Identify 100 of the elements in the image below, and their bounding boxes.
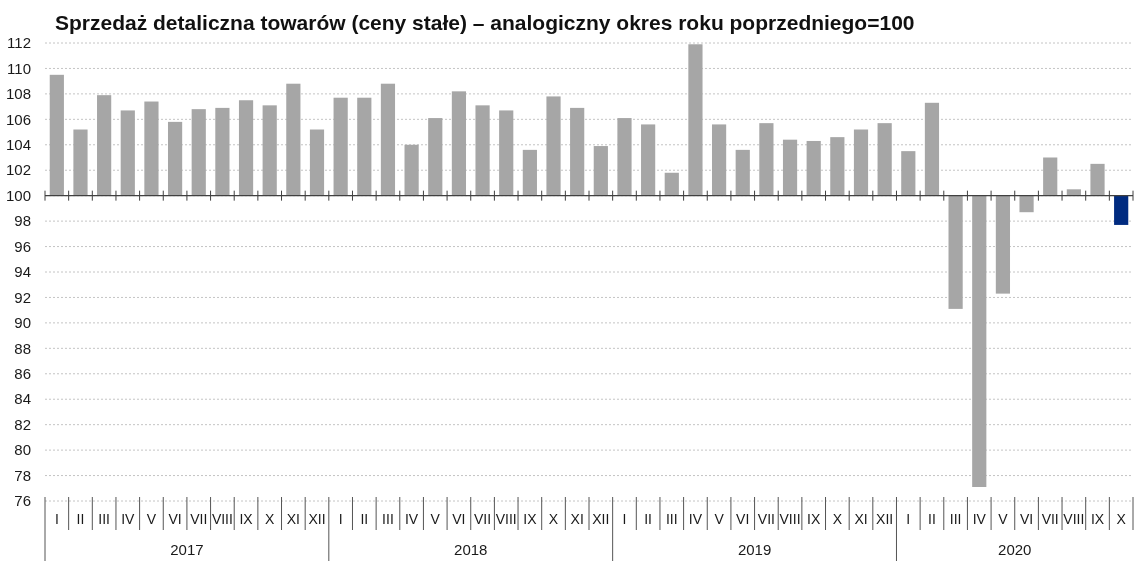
x-tick-label: II — [928, 510, 936, 527]
bar — [711, 124, 727, 196]
chart-title: Sprzedaż detaliczna towarów (ceny stałe) – analogiczny okres roku poprzedniego=100 — [55, 11, 915, 34]
y-tick-label: 84 — [14, 390, 31, 408]
bar — [380, 83, 396, 196]
y-tick-label: 104 — [5, 136, 31, 154]
x-tick-label: II — [360, 510, 369, 527]
y-tick-label: 102 — [5, 161, 31, 179]
y-tick-label: 92 — [14, 288, 31, 306]
bar — [570, 107, 585, 196]
x-tick-label: I — [906, 510, 911, 527]
bar — [499, 110, 514, 196]
bar — [995, 195, 1011, 294]
x-tick-label: VI — [168, 510, 182, 527]
bar — [1114, 195, 1129, 225]
y-tick-label: 86 — [14, 365, 31, 383]
text: 2017 — [170, 541, 204, 559]
y-tick-label: 96 — [14, 237, 31, 255]
y-tick-label: 78 — [14, 466, 31, 484]
bar — [428, 118, 443, 196]
bar — [735, 149, 750, 196]
x-tick-label: III — [665, 510, 678, 527]
bar — [404, 144, 419, 196]
x-tick-label: IV — [688, 510, 703, 527]
x-tick-label: IV — [404, 510, 419, 527]
x-tick-label: II — [76, 510, 85, 527]
y-tick-label: 112 — [7, 34, 31, 52]
x-tick-label: VII — [190, 510, 208, 527]
x-tick-label: X — [548, 510, 559, 527]
x-tick-label: VI — [452, 510, 466, 527]
x-tick-label: V — [146, 510, 157, 527]
bar — [1090, 163, 1105, 196]
x-tick-label: VII — [474, 510, 492, 527]
bar — [688, 44, 703, 196]
bar — [167, 121, 183, 196]
bar — [286, 83, 301, 196]
x-tick-label: I — [338, 510, 343, 527]
x-tick-label: IX — [807, 510, 821, 527]
x-tick-label: XI — [854, 510, 868, 527]
x-tick-label: IV — [121, 510, 136, 527]
bar — [924, 102, 940, 196]
y-tick-label: 100 — [5, 186, 31, 204]
x-tick-label: IX — [1090, 510, 1105, 527]
y-tick-label: 98 — [14, 212, 31, 230]
bar — [1043, 157, 1058, 196]
x-tick-label: III — [98, 510, 110, 527]
x-tick-label: XI — [286, 510, 300, 527]
x-tick-label: IX — [523, 510, 538, 527]
bar — [49, 74, 64, 196]
text: 2018 — [454, 541, 488, 559]
bar — [357, 97, 372, 196]
x-tick-label: XII — [308, 510, 326, 527]
bar — [522, 149, 537, 196]
y-tick-label: 110 — [7, 59, 31, 77]
x-tick-label: VI — [736, 510, 750, 527]
x-tick-label: XI — [570, 510, 584, 527]
bar — [853, 129, 869, 196]
x-tick-label: V — [998, 510, 1009, 527]
x-tick-label: IV — [972, 510, 987, 527]
x-tick-label: X — [265, 510, 276, 527]
x-tick-label: VI — [1019, 510, 1034, 527]
bar — [309, 129, 325, 196]
bar — [641, 124, 656, 196]
y-tick-label: 108 — [5, 85, 31, 103]
y-tick-label: 80 — [14, 441, 31, 459]
bar — [451, 91, 467, 196]
x-tick-label: VIII — [211, 510, 233, 527]
y-tick-label: 94 — [14, 263, 31, 281]
x-tick-label: V — [430, 510, 441, 527]
bar — [782, 139, 798, 196]
bar — [546, 96, 561, 196]
bar — [972, 195, 987, 488]
text: 2020 — [998, 541, 1032, 559]
y-tick-label: 76 — [14, 492, 31, 510]
bar — [948, 195, 963, 309]
bar — [73, 129, 88, 196]
x-tick-label: VIII — [1063, 510, 1085, 527]
x-tick-label: II — [644, 510, 653, 527]
x-tick-label: I — [622, 510, 627, 527]
bar — [664, 172, 679, 196]
x-tick-label: I — [54, 510, 59, 527]
x-tick-label: XII — [876, 510, 894, 527]
bar — [120, 110, 135, 196]
x-tick-label: X — [1116, 510, 1127, 527]
bar — [191, 109, 206, 196]
x-tick-label: VII — [757, 510, 775, 527]
bar — [144, 101, 159, 196]
bar — [901, 151, 916, 196]
bar — [262, 105, 277, 196]
x-tick-label: V — [714, 510, 725, 527]
bar — [806, 140, 821, 196]
bar — [617, 118, 632, 196]
x-tick-label: IX — [239, 510, 254, 527]
x-tick-label: VIII — [779, 510, 801, 527]
x-tick-label: III — [949, 510, 962, 527]
bar — [877, 123, 892, 196]
x-tick-label: III — [382, 510, 394, 527]
x-tick-label: XII — [592, 510, 610, 527]
text: 2019 — [737, 541, 772, 559]
bar — [238, 100, 254, 196]
